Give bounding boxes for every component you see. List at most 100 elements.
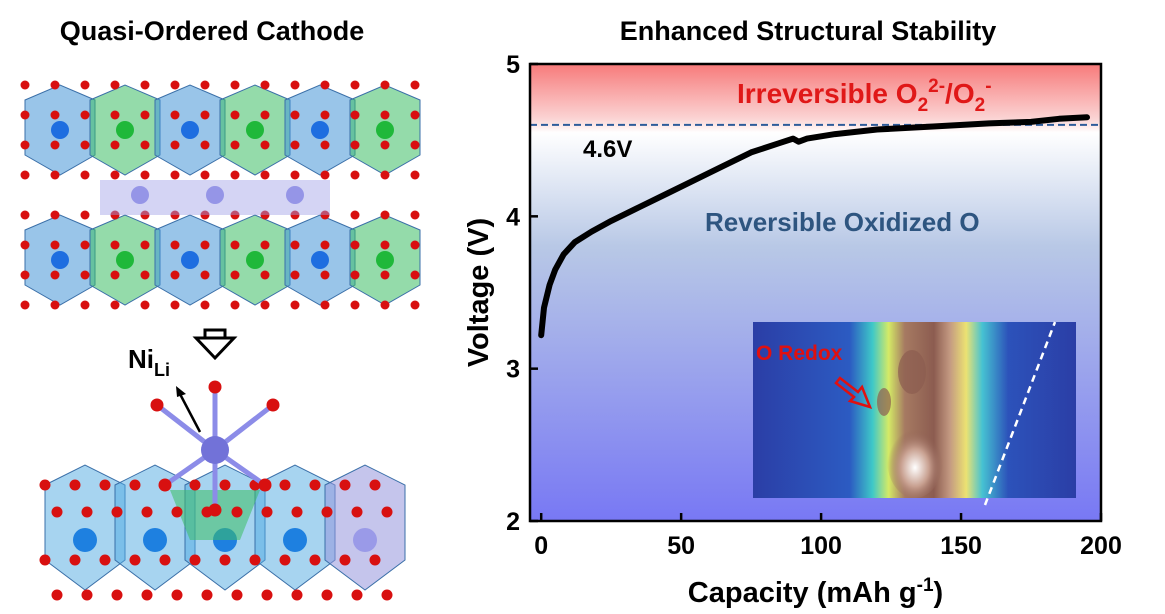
oxygen-atom (320, 240, 330, 250)
metal-atom (283, 528, 307, 552)
irreversible-label-part: 2 (975, 95, 986, 116)
metal-atom (51, 121, 69, 139)
oxygen-atom (50, 170, 60, 180)
metal-atom (181, 121, 199, 139)
oxygen-atom (410, 300, 420, 310)
oxygen-atom (266, 398, 280, 412)
oxygen-atom (140, 300, 150, 310)
oxygen-atom (380, 170, 390, 180)
oxygen-atom (99, 479, 111, 491)
inset-blob (877, 388, 891, 416)
inset-dashed-line (983, 321, 1057, 506)
metal-atom (311, 251, 329, 269)
oxygen-atom (290, 80, 300, 90)
oxygen-atom (261, 506, 273, 518)
oxygen-atom (50, 300, 60, 310)
oxygen-atom (110, 170, 120, 180)
oxygen-atom (350, 80, 360, 90)
oxygen-atom (140, 80, 150, 90)
oxygen-atom (80, 240, 90, 250)
oxygen-atom (20, 270, 30, 280)
oxygen-atom (290, 300, 300, 310)
oxygen-atom (230, 270, 240, 280)
oxygen-atom (260, 140, 270, 150)
oxygen-atom (189, 479, 201, 491)
oxygen-atom (309, 554, 321, 566)
oxygen-atom (350, 240, 360, 250)
plot-frame (528, 62, 1103, 523)
oxygen-atom (200, 110, 210, 120)
oxygen-atom (410, 240, 420, 250)
inset-label: O Redox (756, 342, 843, 365)
oxygen-atom (50, 210, 60, 220)
oxygen-atom (110, 270, 120, 280)
oxygen-atom (208, 503, 222, 517)
crystal-structure (20, 80, 421, 601)
voltage-curve (538, 114, 1090, 339)
x-axis-label-main: Capacity (mAh g (688, 577, 917, 609)
oxygen-atom (350, 110, 360, 120)
metal-atom (116, 251, 134, 269)
oxygen-atom (381, 506, 393, 518)
oxygen-atom (231, 589, 243, 601)
interlayer (100, 180, 330, 215)
oxygen-atom (230, 80, 240, 90)
metal-atom (116, 121, 134, 139)
y-axis-label: Voltage (V) (463, 218, 495, 367)
oxygen-atom (410, 140, 420, 150)
oxygen-atom (171, 589, 183, 601)
oxygen-atom (20, 110, 30, 120)
oxygen-atom (231, 506, 243, 518)
oxygen-atom (380, 110, 390, 120)
octahedron (44, 464, 126, 591)
oxygen-atom (380, 270, 390, 280)
oxygen-atom (140, 240, 150, 250)
oxygen-atom (110, 140, 120, 150)
oxygen-atom (129, 479, 141, 491)
oxygen-atom (110, 210, 120, 220)
oxygen-atom (141, 506, 153, 518)
oxygen-atom (80, 140, 90, 150)
oxygen-atom (111, 589, 123, 601)
oxygen-atom (410, 270, 420, 280)
oxygen-atom (350, 140, 360, 150)
oxygen-atom (170, 170, 180, 180)
oxygen-atom (351, 506, 363, 518)
x-axis-label-suffix: ) (934, 577, 944, 609)
oxygen-atom (20, 210, 30, 220)
inset-arrow (834, 376, 873, 409)
oxygen-atom (170, 140, 180, 150)
oxygen-atom (320, 300, 330, 310)
irreversible-label-part: - (985, 76, 991, 97)
oxygen-atom (51, 506, 63, 518)
oxygen-atom (170, 110, 180, 120)
oxygen-atom (230, 110, 240, 120)
metal-atom (246, 121, 264, 139)
oxygen-atom (291, 589, 303, 601)
oxygen-atom (170, 240, 180, 250)
y-tick-label: 4 (506, 203, 520, 231)
reference-label: 4.6V (583, 136, 632, 163)
oxygen-atom (260, 240, 270, 250)
y-tick-label: 2 (506, 508, 520, 536)
oxygen-atom (39, 479, 51, 491)
x-tick-label: 200 (1080, 532, 1122, 560)
oxygen-atom (260, 110, 270, 120)
oxygen-atom (170, 80, 180, 90)
oxygen-atom (290, 240, 300, 250)
ni-atom (286, 186, 304, 204)
oxygen-atom (219, 479, 231, 491)
x-axis-label: Capacity (mAh g-1) (688, 575, 943, 609)
reversible-label: Reversible Oxidized O (705, 207, 980, 237)
x-tick-label: 150 (940, 532, 982, 560)
oxygen-atom (140, 140, 150, 150)
oxygen-atom (20, 300, 30, 310)
oxygen-atom (170, 300, 180, 310)
x-tick-label: 100 (800, 532, 842, 560)
oxygen-atom (208, 380, 222, 394)
oxygen-atom (339, 479, 351, 491)
metal-atom (143, 528, 167, 552)
oxygen-atom (350, 300, 360, 310)
octahedron (114, 464, 196, 591)
oxygen-atom (350, 210, 360, 220)
